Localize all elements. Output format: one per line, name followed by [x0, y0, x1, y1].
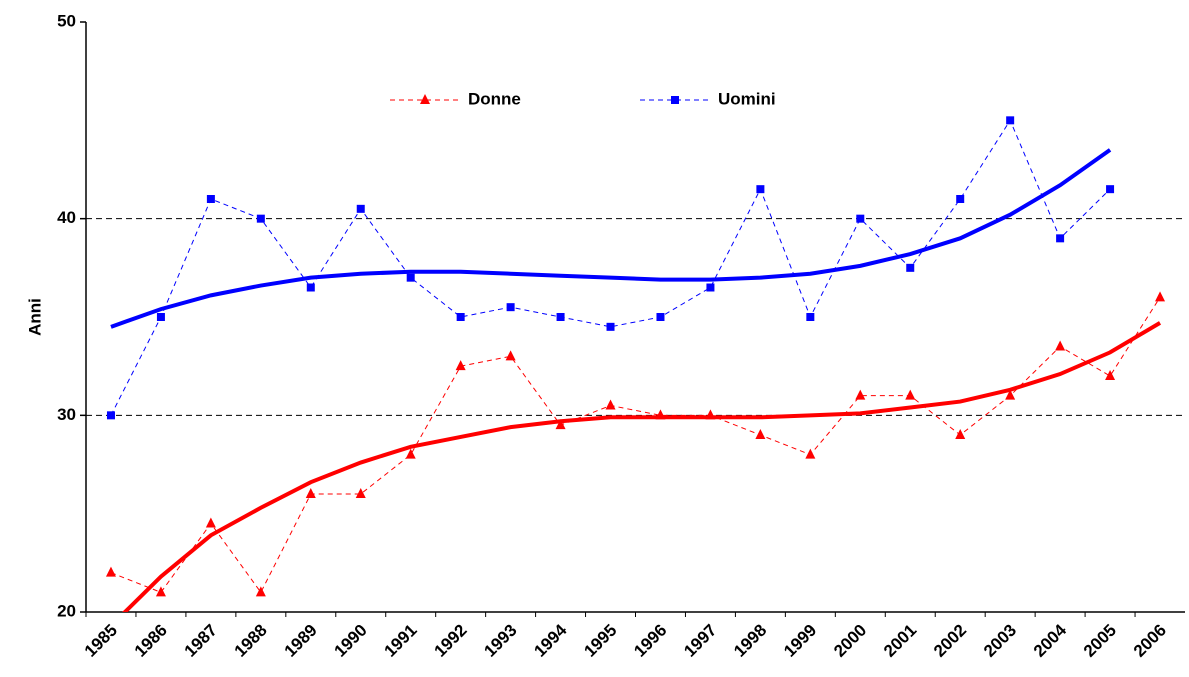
- point: [1056, 234, 1065, 243]
- x-tick-label: 1993: [480, 621, 520, 661]
- x-tick-label: 1986: [131, 621, 171, 661]
- point: [956, 195, 965, 203]
- legend-label: Uomini: [718, 89, 776, 108]
- point: [806, 313, 815, 321]
- point: [705, 409, 716, 420]
- point: [805, 448, 816, 459]
- x-tick-label: 2006: [1130, 621, 1170, 661]
- x-tick-label: 2004: [1030, 620, 1071, 661]
- x-tick-label: 1998: [730, 621, 770, 661]
- point: [456, 313, 465, 321]
- x-tick-label: 2005: [1080, 621, 1120, 661]
- point: [756, 185, 765, 194]
- point: [356, 204, 365, 213]
- trendline: [122, 321, 1162, 612]
- point: [355, 488, 366, 498]
- point: [606, 322, 615, 331]
- point: [1106, 185, 1115, 194]
- point: [1155, 291, 1166, 302]
- legend-marker: [420, 94, 430, 104]
- point: [305, 488, 316, 498]
- point: [656, 313, 665, 321]
- y-tick-label: 30: [57, 405, 76, 424]
- point: [106, 411, 115, 420]
- point: [706, 283, 715, 292]
- trendline: [110, 148, 1112, 329]
- x-tick-label: 1994: [530, 620, 571, 661]
- point: [856, 214, 865, 223]
- point: [206, 195, 215, 203]
- point: [906, 263, 915, 272]
- x-tick-label: 1992: [430, 621, 470, 661]
- point: [506, 303, 515, 312]
- point: [1006, 116, 1015, 125]
- series-line: [110, 297, 1161, 594]
- point: [556, 313, 565, 321]
- x-tick-label: 1990: [331, 621, 371, 661]
- x-tick-label: 1989: [281, 621, 321, 661]
- point: [505, 350, 516, 361]
- x-tick-label: 1985: [81, 621, 121, 661]
- x-tick-label: 1999: [780, 621, 820, 661]
- point: [555, 419, 566, 430]
- x-tick-label: 2001: [880, 621, 920, 661]
- x-tick-label: 1988: [231, 621, 271, 661]
- y-tick-label: 20: [57, 601, 76, 620]
- series-line: [110, 119, 1111, 416]
- point: [105, 566, 116, 577]
- x-tick-label: 1991: [381, 621, 421, 661]
- x-tick-label: 2003: [980, 621, 1020, 661]
- point: [1105, 370, 1116, 380]
- point: [955, 429, 966, 439]
- legend-label: Donne: [468, 89, 521, 108]
- point: [255, 586, 266, 597]
- point: [905, 389, 916, 400]
- point: [306, 283, 315, 292]
- x-tick-label: 1996: [630, 621, 670, 661]
- x-tick-label: 1995: [580, 621, 620, 661]
- point: [205, 517, 216, 528]
- point: [455, 360, 466, 371]
- point: [256, 214, 265, 223]
- point: [1055, 340, 1066, 351]
- point: [406, 273, 415, 282]
- point: [156, 313, 165, 321]
- x-tick-label: 1987: [181, 621, 221, 661]
- x-tick-label: 1997: [680, 621, 720, 661]
- point: [1005, 389, 1016, 400]
- x-tick-label: 2000: [830, 621, 870, 661]
- point: [855, 389, 866, 400]
- y-tick-label: 40: [57, 208, 76, 227]
- point: [155, 586, 166, 597]
- y-tick-label: 50: [57, 11, 76, 30]
- legend-marker: [671, 96, 679, 104]
- plot-area: [105, 116, 1166, 612]
- y-axis-label: Anni: [25, 298, 44, 336]
- point: [755, 429, 766, 439]
- point: [655, 409, 666, 420]
- point: [405, 448, 416, 459]
- x-tick-label: 2002: [930, 621, 970, 661]
- point: [605, 399, 616, 410]
